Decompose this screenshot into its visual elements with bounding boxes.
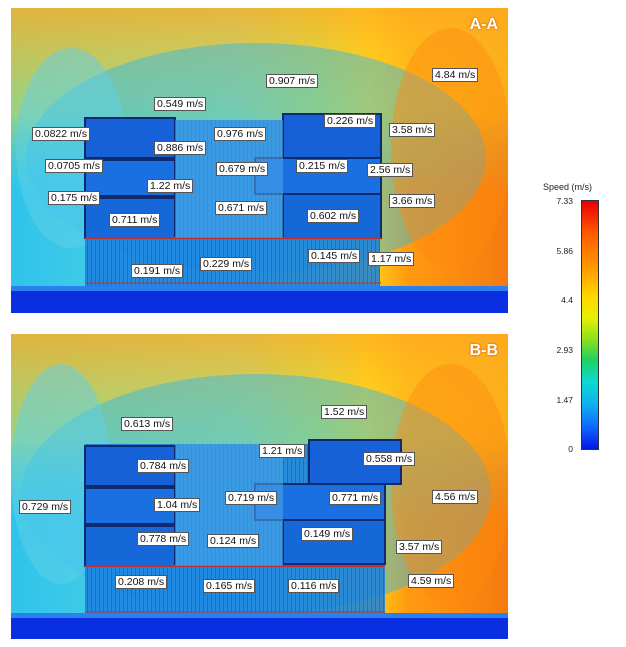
velocity-label: 0.976 m/s xyxy=(214,127,267,141)
panel-title: B-B xyxy=(469,342,498,359)
section-b-b-plot: B-B 1.52 m/s 0.613 m/s 1.21 m/s 0.558 m/… xyxy=(11,334,508,639)
legend-tick: 2.93 xyxy=(556,345,573,355)
velocity-label: 0.116 m/s xyxy=(288,579,340,593)
velocity-label: 0.784 m/s xyxy=(137,459,190,473)
velocity-label: 0.175 m/s xyxy=(48,191,101,205)
color-scale-bar xyxy=(581,200,599,450)
velocity-label: 1.22 m/s xyxy=(147,179,194,193)
legend-tick: 1.47 xyxy=(556,395,573,405)
section-a-a-plot: A-A 0.907 m/s 4.84 m/s 0.549 m/s 0.226 m… xyxy=(11,8,508,313)
velocity-label: 0.215 m/s xyxy=(296,159,349,173)
velocity-label: 0.226 m/s xyxy=(324,114,377,128)
velocity-label: 0.0822 m/s xyxy=(32,127,90,141)
velocity-label: 0.778 m/s xyxy=(137,532,190,546)
velocity-label: 4.59 m/s xyxy=(408,574,455,588)
velocity-field-b xyxy=(11,334,508,639)
velocity-label: 0.149 m/s xyxy=(301,527,354,541)
legend-title: Speed (m/s) xyxy=(543,182,593,192)
velocity-label: 0.907 m/s xyxy=(266,74,319,88)
legend-tick: 5.86 xyxy=(556,246,573,256)
velocity-label: 1.04 m/s xyxy=(154,498,201,512)
velocity-label: 0.0705 m/s xyxy=(45,159,103,173)
velocity-label: 4.84 m/s xyxy=(432,68,479,82)
velocity-label: 3.66 m/s xyxy=(389,194,436,208)
velocity-label: 1.21 m/s xyxy=(259,444,306,458)
legend-tick: 4.4 xyxy=(561,295,573,305)
velocity-label: 0.602 m/s xyxy=(307,209,360,223)
velocity-label: 0.679 m/s xyxy=(216,162,269,176)
velocity-label: 3.58 m/s xyxy=(389,123,436,137)
velocity-label: 0.729 m/s xyxy=(19,500,72,514)
legend-tick: 7.33 xyxy=(556,196,573,206)
velocity-label: 0.165 m/s xyxy=(203,579,256,593)
velocity-label: 0.771 m/s xyxy=(329,491,382,505)
velocity-label: 2.56 m/s xyxy=(367,163,414,177)
velocity-label: 0.558 m/s xyxy=(363,452,416,466)
speed-legend: Speed (m/s) 7.33 5.86 4.4 2.93 1.47 0 xyxy=(535,180,615,460)
velocity-label: 0.145 m/s xyxy=(308,249,361,263)
velocity-label: 4.56 m/s xyxy=(432,490,479,504)
velocity-label: 0.613 m/s xyxy=(121,417,174,431)
velocity-label: 3.57 m/s xyxy=(396,540,443,554)
velocity-label: 0.549 m/s xyxy=(154,97,207,111)
velocity-label: 0.886 m/s xyxy=(154,141,207,155)
velocity-label: 1.17 m/s xyxy=(368,252,415,266)
velocity-label: 0.229 m/s xyxy=(200,257,253,271)
velocity-label: 0.191 m/s xyxy=(131,264,184,278)
legend-tick: 0 xyxy=(568,444,573,454)
velocity-label: 0.124 m/s xyxy=(207,534,260,548)
velocity-label: 0.711 m/s xyxy=(109,213,161,227)
panel-title: A-A xyxy=(469,16,498,33)
velocity-label: 0.671 m/s xyxy=(215,201,268,215)
velocity-label: 1.52 m/s xyxy=(321,405,368,419)
velocity-label: 0.719 m/s xyxy=(225,491,278,505)
velocity-label: 0.208 m/s xyxy=(115,575,168,589)
